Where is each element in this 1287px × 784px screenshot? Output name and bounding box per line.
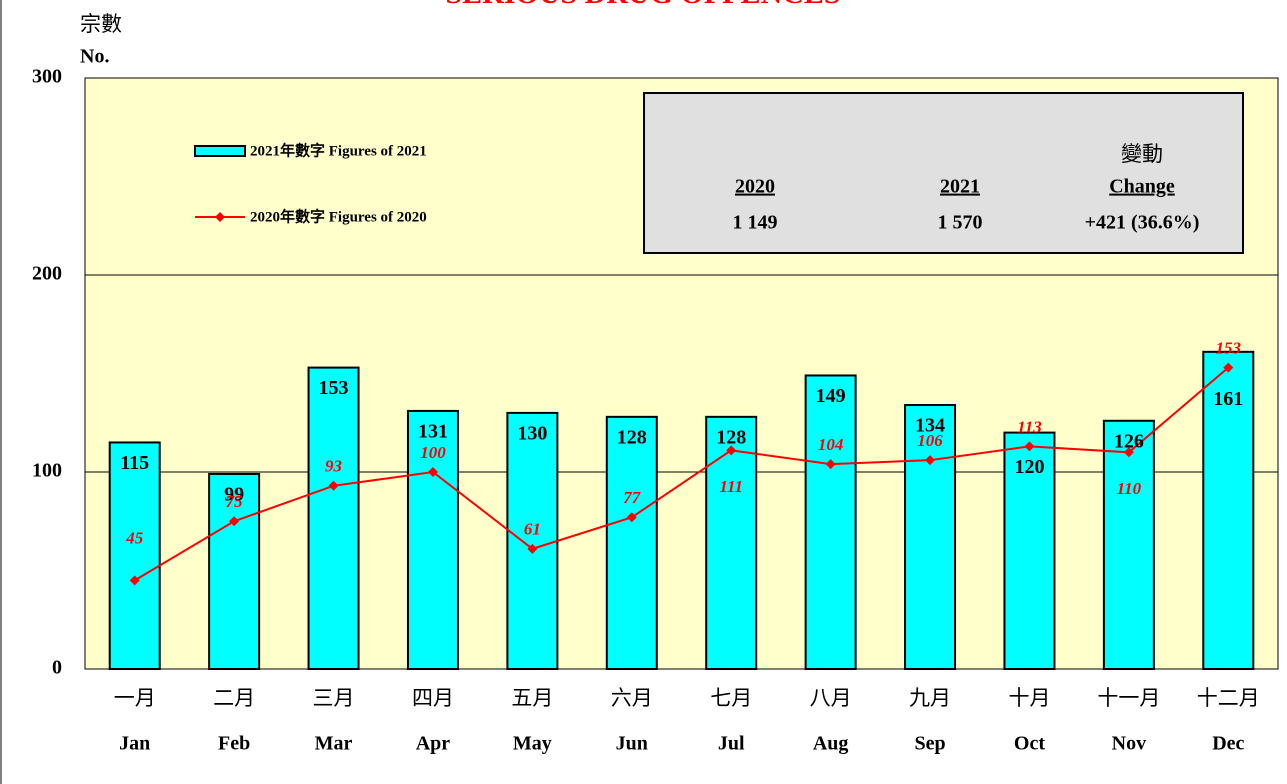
- bar-label: 115: [120, 452, 149, 474]
- x-tick-label: May: [513, 733, 552, 755]
- line-marker: [626, 512, 637, 523]
- line: [134, 366, 1229, 582]
- x-tick-label: Nov: [1112, 733, 1146, 755]
- legend-swatch: [194, 145, 246, 157]
- line-label: 106: [917, 431, 943, 450]
- bar-label: 99: [224, 484, 244, 506]
- bar-label: 149: [816, 385, 846, 407]
- summary-header: 2020: [735, 176, 775, 198]
- summary-value: 1 149: [733, 212, 778, 234]
- line-marker: [925, 455, 936, 466]
- bar-label: 131: [418, 421, 448, 443]
- summary-value: +421 (36.6%): [1085, 212, 1200, 234]
- line-label: 75: [226, 492, 244, 511]
- bar-label: 126: [1114, 430, 1144, 452]
- y-tick-label: 200: [32, 263, 62, 285]
- line-marker: [1123, 447, 1134, 458]
- line-label: 61: [524, 520, 541, 539]
- bar: [208, 472, 261, 670]
- x-tick-label-zh: 二月: [213, 686, 255, 710]
- bar: [307, 366, 360, 670]
- legend: 2021年數字 Figures of 2021 2020年數字 Figures …: [194, 141, 427, 225]
- x-tick-label: Aug: [813, 733, 849, 755]
- line-marker: [427, 467, 438, 477]
- x-tick-label: Jan: [119, 733, 150, 755]
- legend-marker: [215, 212, 225, 222]
- x-tick-label: Sep: [914, 733, 945, 755]
- x-tick-label: Feb: [218, 733, 250, 755]
- line-marker: [1024, 441, 1035, 452]
- y-axis-label: No.: [80, 46, 109, 68]
- line-marker: [527, 543, 538, 554]
- x-tick-label: Jul: [718, 733, 745, 755]
- line-marker: [726, 445, 737, 456]
- summary-header: 2021: [940, 176, 980, 198]
- legend-label: 2021年數字 Figures of 2021: [250, 141, 427, 159]
- line-label: 111: [719, 477, 743, 496]
- x-tick-label: Mar: [315, 733, 353, 755]
- x-tick-label: Oct: [1014, 733, 1045, 755]
- line-label: 104: [818, 435, 844, 454]
- bar-label: 128: [617, 426, 647, 448]
- line-marker: [825, 459, 836, 470]
- bar-label: 128: [716, 426, 746, 448]
- x-tick-label-zh: 九月: [909, 686, 951, 710]
- x-tick-label-zh: 八月: [810, 686, 852, 710]
- x-tick-label-zh: 十一月: [1097, 686, 1160, 710]
- bar-label: 153: [319, 377, 349, 399]
- x-tick-label-zh: 五月: [511, 686, 553, 710]
- legend-label: 2020年數字 Figures of 2020: [250, 207, 427, 225]
- bar: [406, 409, 459, 670]
- bar-label: 134: [915, 415, 945, 437]
- line-label: 153: [1216, 338, 1242, 357]
- line-label: 113: [1017, 417, 1042, 436]
- y-axis-label-zh: 宗數: [80, 12, 122, 36]
- bar-label: 161: [1213, 388, 1243, 410]
- x-tick-label-zh: 四月: [412, 686, 454, 710]
- bar: [108, 441, 161, 671]
- x-tick-label-zh: 十二月: [1197, 686, 1260, 710]
- y-tick-label: 300: [32, 66, 62, 88]
- y-tick-label: 100: [32, 460, 62, 482]
- summary-value: 1 570: [938, 212, 983, 234]
- bar: [1202, 350, 1255, 670]
- bar: [904, 404, 957, 670]
- bar-label: 130: [517, 422, 547, 444]
- summary-background: [643, 92, 1244, 254]
- line-label: 45: [125, 528, 144, 547]
- bar: [1003, 431, 1056, 670]
- line-marker: [229, 516, 240, 527]
- x-tick-label-zh: 七月: [710, 686, 752, 710]
- x-tick-label-zh: 一月: [114, 686, 156, 710]
- x-tick-label-zh: 十月: [1008, 686, 1050, 710]
- bar: [506, 411, 559, 670]
- x-tick-label: Dec: [1212, 733, 1244, 755]
- line-marker: [1223, 362, 1234, 373]
- summary-change-zh: 變動: [1121, 142, 1163, 166]
- line-label: 77: [623, 488, 642, 507]
- y-tick-label: 0: [52, 657, 62, 679]
- line-label: 110: [1117, 479, 1142, 498]
- x-tick-label: Apr: [416, 733, 451, 755]
- x-tick-label-zh: 六月: [611, 686, 653, 710]
- bar: [605, 415, 658, 670]
- line-label: 93: [325, 457, 343, 476]
- line-label: 100: [420, 443, 446, 462]
- summary-box: 變動 2020 2021 Change 1 149 1 570 +421 (36…: [643, 92, 1244, 254]
- bar: [705, 415, 758, 670]
- bar: [804, 374, 857, 670]
- x-tick-label-zh: 三月: [313, 686, 355, 710]
- chart-title: SERIOUS DRUG OFFENCES: [445, 0, 840, 10]
- line-marker: [129, 575, 140, 586]
- bar-label: 120: [1014, 456, 1044, 478]
- x-tick-label: Jun: [616, 733, 648, 755]
- bar: [1102, 419, 1155, 670]
- line-marker: [328, 480, 339, 491]
- summary-header: Change: [1109, 176, 1175, 198]
